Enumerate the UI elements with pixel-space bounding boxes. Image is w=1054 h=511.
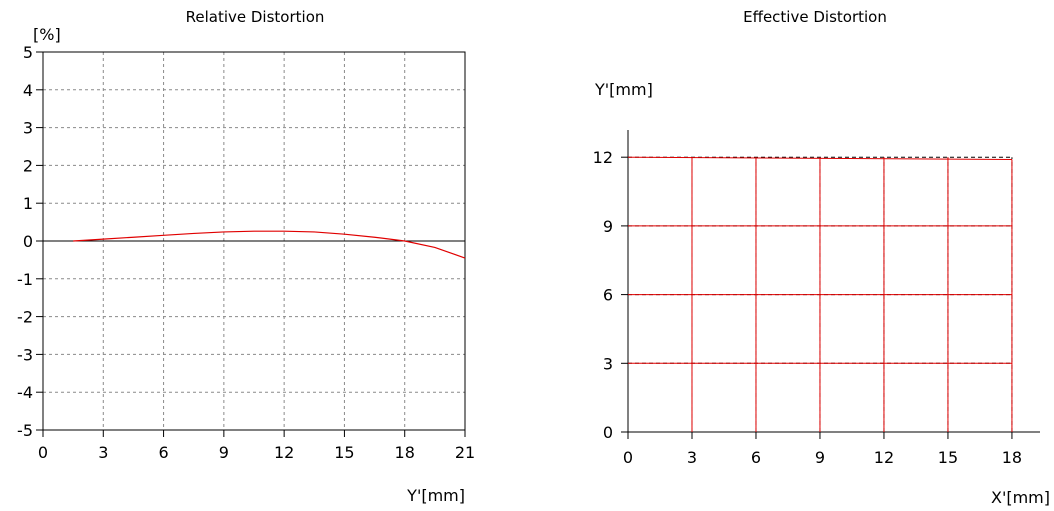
left-x-tick-label: 6 bbox=[158, 443, 168, 462]
left-chart-title: Relative Distortion bbox=[186, 8, 325, 26]
left-x-tick-label: 12 bbox=[274, 443, 294, 462]
right-chart-title: Effective Distortion bbox=[743, 8, 887, 26]
left-x-tick-label: 0 bbox=[38, 443, 48, 462]
right-x-tick-label: 3 bbox=[687, 448, 697, 467]
right-x-tick-label: 18 bbox=[1002, 448, 1022, 467]
left-x-tick-label: 3 bbox=[98, 443, 108, 462]
left-y-tick-label: 4 bbox=[23, 81, 33, 100]
left-y-tick-label: 3 bbox=[23, 119, 33, 138]
right-x-tick-label: 15 bbox=[938, 448, 958, 467]
left-y-tick-label: -3 bbox=[17, 345, 33, 364]
real-grid-hline bbox=[627, 156, 1012, 160]
right-y-tick-label: 6 bbox=[603, 286, 613, 305]
left-y-tick-label: -1 bbox=[17, 270, 33, 289]
right-ticks: 0 3 6 9 12 15 18 12 9 6 3 0 bbox=[593, 148, 1022, 467]
right-y-tick-label: 9 bbox=[603, 217, 613, 236]
right-x-tick-label: 12 bbox=[874, 448, 894, 467]
left-y-tick-label: -4 bbox=[17, 383, 33, 402]
relative-distortion-chart: Relative Distortion [%] Y'[mm] 0 3 6 9 12 15 1… bbox=[17, 8, 475, 505]
right-grids bbox=[627, 156, 1013, 432]
left-x-axis-label: Y'[mm] bbox=[406, 486, 465, 505]
left-y-tick-label: 2 bbox=[23, 156, 33, 175]
relative-distortion-curve bbox=[73, 230, 466, 259]
right-x-axis-label: X'[mm] bbox=[991, 488, 1050, 507]
left-x-tick-label: 9 bbox=[219, 443, 229, 462]
right-x-tick-label: 6 bbox=[751, 448, 761, 467]
right-y-tick-label: 12 bbox=[593, 148, 613, 167]
left-y-tick-label: 0 bbox=[23, 232, 33, 251]
right-x-tick-label: 9 bbox=[815, 448, 825, 467]
effective-distortion-chart: Effective Distortion Y'[mm] X'[mm] 0 3 6 9 1… bbox=[593, 8, 1050, 507]
left-y-tick-label: -2 bbox=[17, 308, 33, 327]
left-x-tick-label: 15 bbox=[334, 443, 354, 462]
right-y-tick-label: 3 bbox=[603, 354, 613, 373]
left-y-axis-label: [%] bbox=[33, 25, 61, 44]
left-y-tick-label: 1 bbox=[23, 194, 33, 213]
left-y-tick-label: -5 bbox=[17, 421, 33, 440]
left-x-tick-label: 21 bbox=[455, 443, 475, 462]
left-series bbox=[73, 230, 466, 259]
right-x-tick-label: 0 bbox=[623, 448, 633, 467]
left-y-tick-label: 5 bbox=[23, 43, 33, 62]
left-x-tick-label: 18 bbox=[395, 443, 415, 462]
left-grid bbox=[43, 52, 465, 430]
right-y-tick-label: 0 bbox=[603, 423, 613, 442]
right-y-axis-label: Y'[mm] bbox=[594, 80, 653, 99]
